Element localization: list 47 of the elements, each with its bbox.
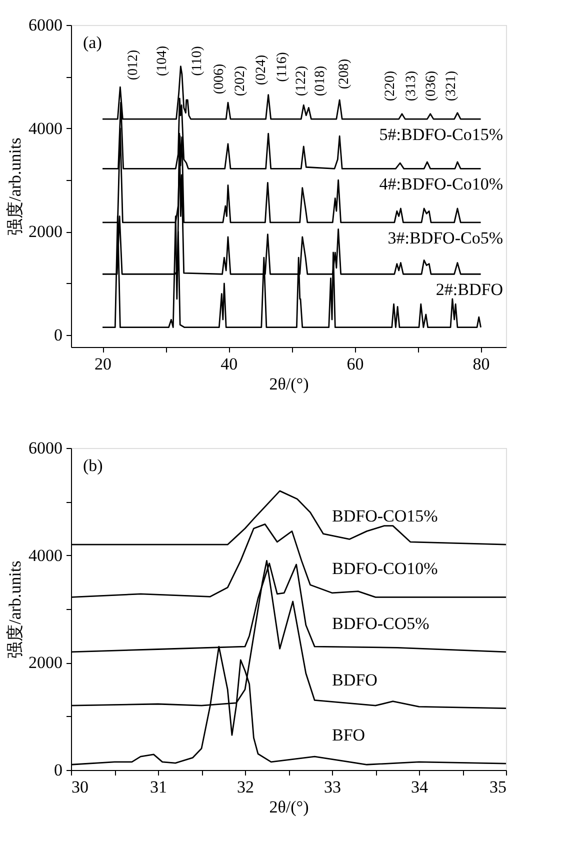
annotation: (122) xyxy=(294,66,309,96)
annotation: (104) xyxy=(155,46,170,76)
series-label: BDFO xyxy=(332,670,378,690)
annotation: (012) xyxy=(126,50,141,80)
y-tick-label: 6000 xyxy=(28,438,62,458)
y-axis-title: 强度/arb.units xyxy=(6,138,24,236)
annotation: (a) xyxy=(83,33,102,52)
y-tick-label: 6000 xyxy=(28,16,62,34)
series-label: 2#:BDFO xyxy=(436,280,503,300)
annotation: (024) xyxy=(254,54,269,86)
x-tick-label: 35 xyxy=(490,778,506,796)
x-axis-title: 2θ/(°) xyxy=(269,374,309,394)
y-tick-label: 2000 xyxy=(28,653,62,672)
annotation: (313) xyxy=(404,70,419,102)
x-tick-label: 33 xyxy=(324,778,341,796)
series-label: 5#:BDFO-Co15% xyxy=(379,125,503,144)
series-label: BFO xyxy=(332,726,366,745)
annotation: (220) xyxy=(383,70,398,102)
series-label: 4#:BDFO-Co10% xyxy=(379,174,503,194)
y-tick-label: 4000 xyxy=(28,546,62,565)
x-tick-label: 20 xyxy=(94,354,112,374)
annotation: (321) xyxy=(444,70,459,102)
annotation: (018) xyxy=(313,66,328,96)
y-axis-title: 强度/arb.units xyxy=(6,560,24,658)
annotation: (036) xyxy=(424,70,439,102)
y-tick-label: 4000 xyxy=(28,118,62,138)
x-tick-label: 34 xyxy=(411,778,428,796)
x-tick-label: 31 xyxy=(150,778,167,796)
annotation: (116) xyxy=(275,52,290,82)
annotation: (202) xyxy=(233,66,248,96)
x-tick-label: 32 xyxy=(237,778,254,796)
x-tick-label: 40 xyxy=(220,354,238,374)
series-label: BDFO-CO15% xyxy=(332,506,438,526)
x-tick-label: 80 xyxy=(472,354,490,374)
x-tick-label: 30 xyxy=(72,778,88,796)
x-axis-title: 2θ/(°) xyxy=(269,798,309,816)
series-label: BDFO-CO5% xyxy=(332,614,430,633)
y-tick-label: 2000 xyxy=(28,222,62,242)
annotation: (110) xyxy=(190,46,205,76)
y-tick-label: 0 xyxy=(54,326,62,345)
annotation: (b) xyxy=(83,456,103,475)
annotation: (208) xyxy=(337,58,352,90)
series-label: BDFO-CO10% xyxy=(332,559,438,578)
y-tick-label: 0 xyxy=(54,760,62,780)
x-tick-label: 60 xyxy=(346,354,364,374)
annotation: (006) xyxy=(212,64,227,94)
series-label: 3#:BDFO-Co5% xyxy=(388,228,503,248)
